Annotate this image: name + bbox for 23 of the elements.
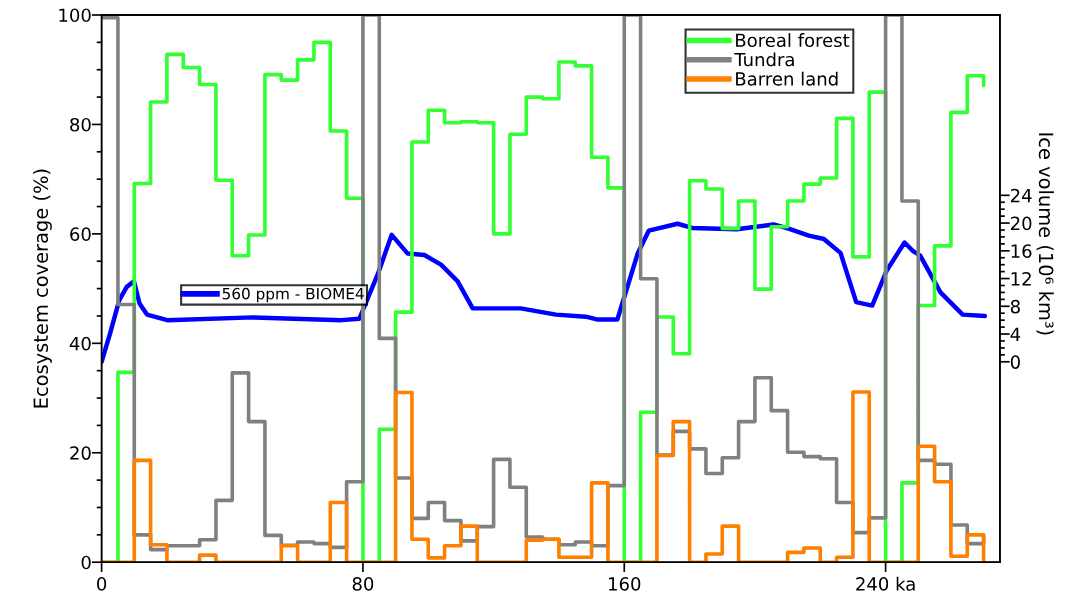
y-axis-title: Ecosystem coverage (%): [33, 169, 52, 408]
y-tick-label: 60: [70, 227, 91, 241]
y2-tick-label: 4: [1010, 327, 1021, 341]
y2-tick-label: 8: [1010, 299, 1020, 314]
x-tick-label: 80: [352, 577, 374, 591]
y2-tick-label: 12: [1011, 272, 1031, 286]
y2-tick-label: 16: [1011, 244, 1032, 258]
legend-label: Barren land: [736, 71, 838, 86]
y-tick-label: 100: [59, 8, 91, 23]
legend-label: Boreal forest: [736, 33, 850, 48]
y-tick-label: 80: [70, 117, 91, 132]
y2-axis-title: Ice volume (10⁶ km³): [1036, 133, 1054, 335]
legend-label: 560 ppm - BIOME4: [222, 287, 364, 303]
y2-tick-label: 0: [1010, 355, 1020, 369]
x-tick-label: 160: [609, 577, 641, 591]
y-tick-label: 40: [69, 336, 91, 351]
y2-tick-label: 24: [1010, 188, 1032, 203]
y-tick-label: 20: [70, 446, 91, 460]
y-tick-label: 0: [81, 555, 91, 570]
y2-tick-label: 20: [1010, 216, 1032, 231]
x-tick-label: 0: [97, 577, 107, 591]
legend-label: Tundra: [734, 52, 794, 67]
x-tick-label: 240 ka: [856, 576, 915, 591]
